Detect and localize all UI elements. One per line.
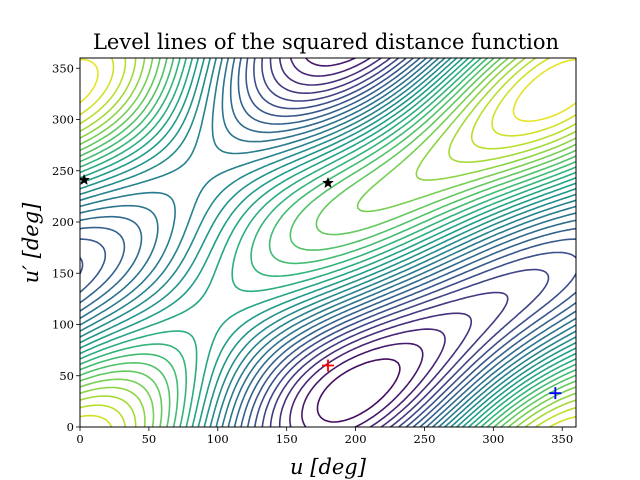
x-axis-ticks: 0 50 100 150 200 250 300 350 [76,427,573,446]
y-axis-label: u′ [deg] [19,202,43,283]
x-tick-label: 250 [413,432,435,446]
y-tick-label: 250 [52,164,74,178]
contour-lines [80,58,576,427]
contour-level [80,58,576,427]
y-tick-label: 0 [67,420,74,434]
x-tick-label: 350 [551,432,573,446]
contour-level [316,358,401,423]
contour-level [80,58,576,427]
plus-marker [322,359,334,372]
contour-level [80,58,576,427]
x-axis-label: u [deg] [290,455,367,479]
contour-level [80,58,576,427]
contour-level [80,58,576,122]
x-tick-label: 300 [482,432,504,446]
contour-level [289,58,446,427]
contour-level [80,58,576,427]
x-tick-label: 150 [276,432,298,446]
markers [80,173,562,400]
contour-level [80,58,576,427]
contour-level [80,58,576,427]
contour-level [278,58,473,427]
contour-level [301,58,424,427]
y-tick-label: 50 [59,369,74,383]
y-tick-label: 300 [52,113,74,127]
contour-level [80,58,576,427]
y-axis-ticks: 0 50 100 150 200 250 300 350 [52,61,80,434]
star-marker [322,176,334,189]
contour-level [261,58,550,427]
contour-level [80,58,576,427]
contour-level [80,58,576,427]
contour-level [80,58,576,427]
contour-level [80,58,576,427]
plot-frame [79,57,577,428]
contour-level [269,58,509,427]
contour-level [80,58,576,427]
x-tick-label: 100 [207,432,229,446]
contour-level [80,58,576,427]
contour-level [80,58,576,427]
y-tick-label: 200 [52,215,74,229]
x-tick-label: 200 [345,432,367,446]
y-tick-label: 100 [52,318,74,332]
contour-level [80,58,576,427]
x-tick-label: 0 [76,432,83,446]
y-tick-label: 350 [52,61,74,75]
chart-title: Level lines of the squared distance func… [93,30,559,54]
x-tick-label: 50 [142,432,157,446]
contour-level [80,58,576,427]
contour-level [80,58,576,427]
contour-level [80,58,576,427]
y-tick-label: 150 [52,266,74,280]
contour-level [80,58,576,427]
plus-marker [549,387,562,400]
